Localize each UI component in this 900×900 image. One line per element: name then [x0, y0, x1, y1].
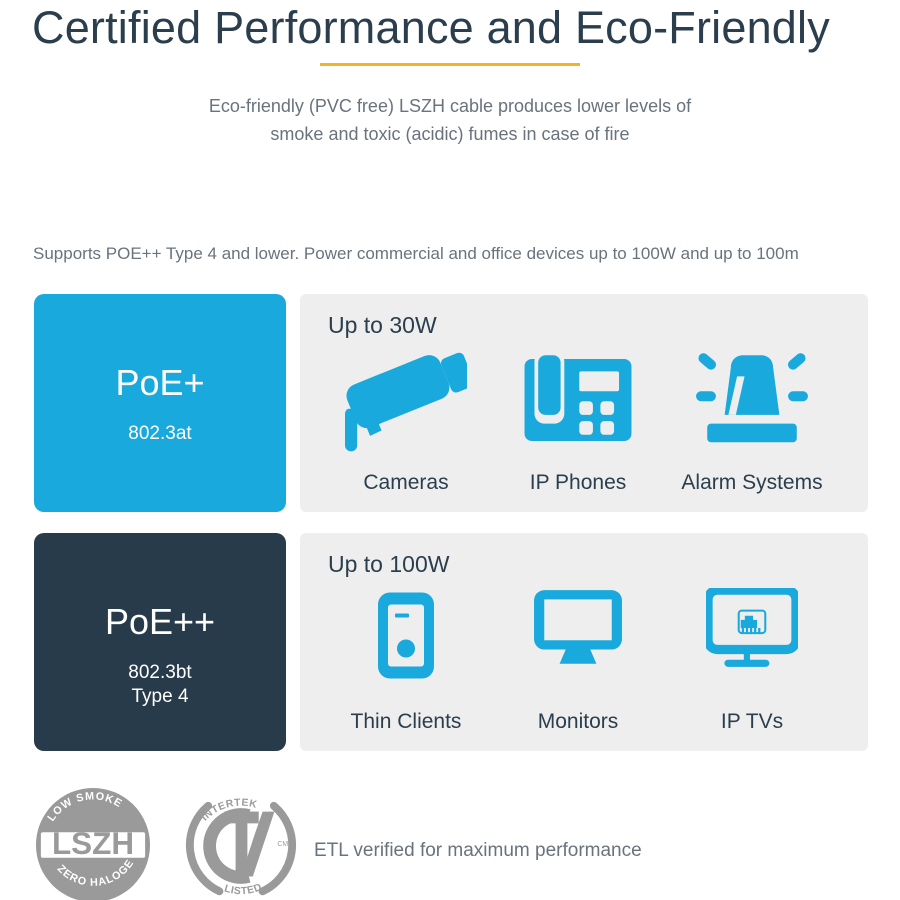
- svg-text:LISTED: LISTED: [223, 882, 264, 897]
- svg-text:LSZH: LSZH: [52, 826, 134, 861]
- svg-text:CM: CM: [277, 841, 288, 848]
